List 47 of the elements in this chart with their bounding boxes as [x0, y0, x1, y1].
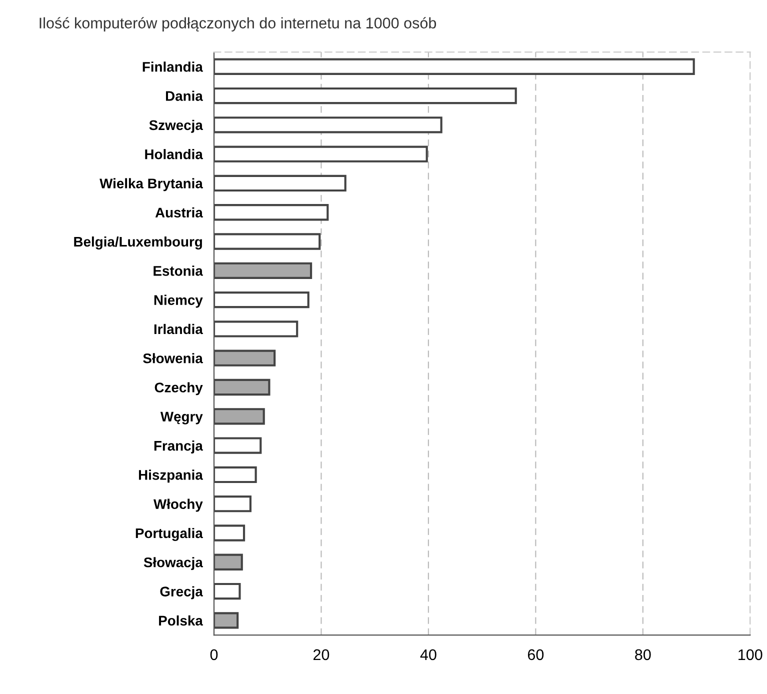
- bar: [214, 466, 257, 484]
- y-tick-label: Holandia: [145, 149, 203, 160]
- y-tick-label: Portugalia: [136, 528, 203, 541]
- y-tick-label: Finlandia: [142, 62, 203, 72]
- bar: [214, 437, 262, 454]
- y-tick-label: Szwecja: [149, 120, 203, 133]
- y-tick-label: Wielka Brytania: [100, 178, 203, 192]
- x-tick-label: 20: [313, 649, 330, 660]
- y-tick-label: Irlandia: [154, 324, 203, 334]
- bar: [214, 87, 517, 104]
- y-tick-label: Włochy: [154, 498, 203, 512]
- y-tick-label: Niemcy: [154, 294, 203, 308]
- bar: [214, 408, 265, 425]
- bar: [214, 612, 239, 629]
- bar: [214, 146, 428, 162]
- y-tick-label: Austria: [155, 207, 203, 218]
- y-tick-label: Francja: [154, 440, 203, 454]
- x-tick-label: 60: [528, 649, 544, 660]
- x-tick-label: 80: [635, 649, 651, 660]
- y-tick-label: Czechy: [154, 382, 203, 396]
- x-tick-label: 100: [738, 649, 762, 660]
- bar: [214, 116, 442, 134]
- bar: [214, 350, 276, 366]
- bar: [214, 262, 312, 279]
- y-tick-label: Słowacja: [144, 557, 203, 570]
- bar: [214, 204, 329, 221]
- y-tick-label: Belgia/Luxembourg: [74, 236, 202, 250]
- y-tick-label: Estonia: [154, 266, 203, 276]
- x-tick-label: 0: [210, 649, 218, 660]
- bar: [214, 378, 270, 396]
- y-tick-label: Słowenia: [143, 353, 203, 364]
- bar: [214, 291, 310, 308]
- chart-title: Ilość komputerów podłączonych do internetu na 1000 osób: [40, 17, 436, 32]
- bar: [214, 320, 298, 338]
- bar: [214, 582, 241, 600]
- bar: [214, 233, 321, 250]
- bar: [214, 496, 252, 512]
- x-tick-label: 40: [420, 649, 436, 660]
- y-tick-label: Węgry: [160, 412, 203, 424]
- y-tick-label: Hiszpania: [138, 470, 203, 483]
- bar: [214, 524, 246, 542]
- bar: [214, 58, 695, 75]
- y-tick-label: Polska: [159, 615, 203, 626]
- y-tick-label: Dania: [166, 90, 203, 101]
- bar: [214, 174, 346, 192]
- bar: [214, 554, 243, 570]
- y-tick-label: Grecja: [160, 586, 203, 600]
